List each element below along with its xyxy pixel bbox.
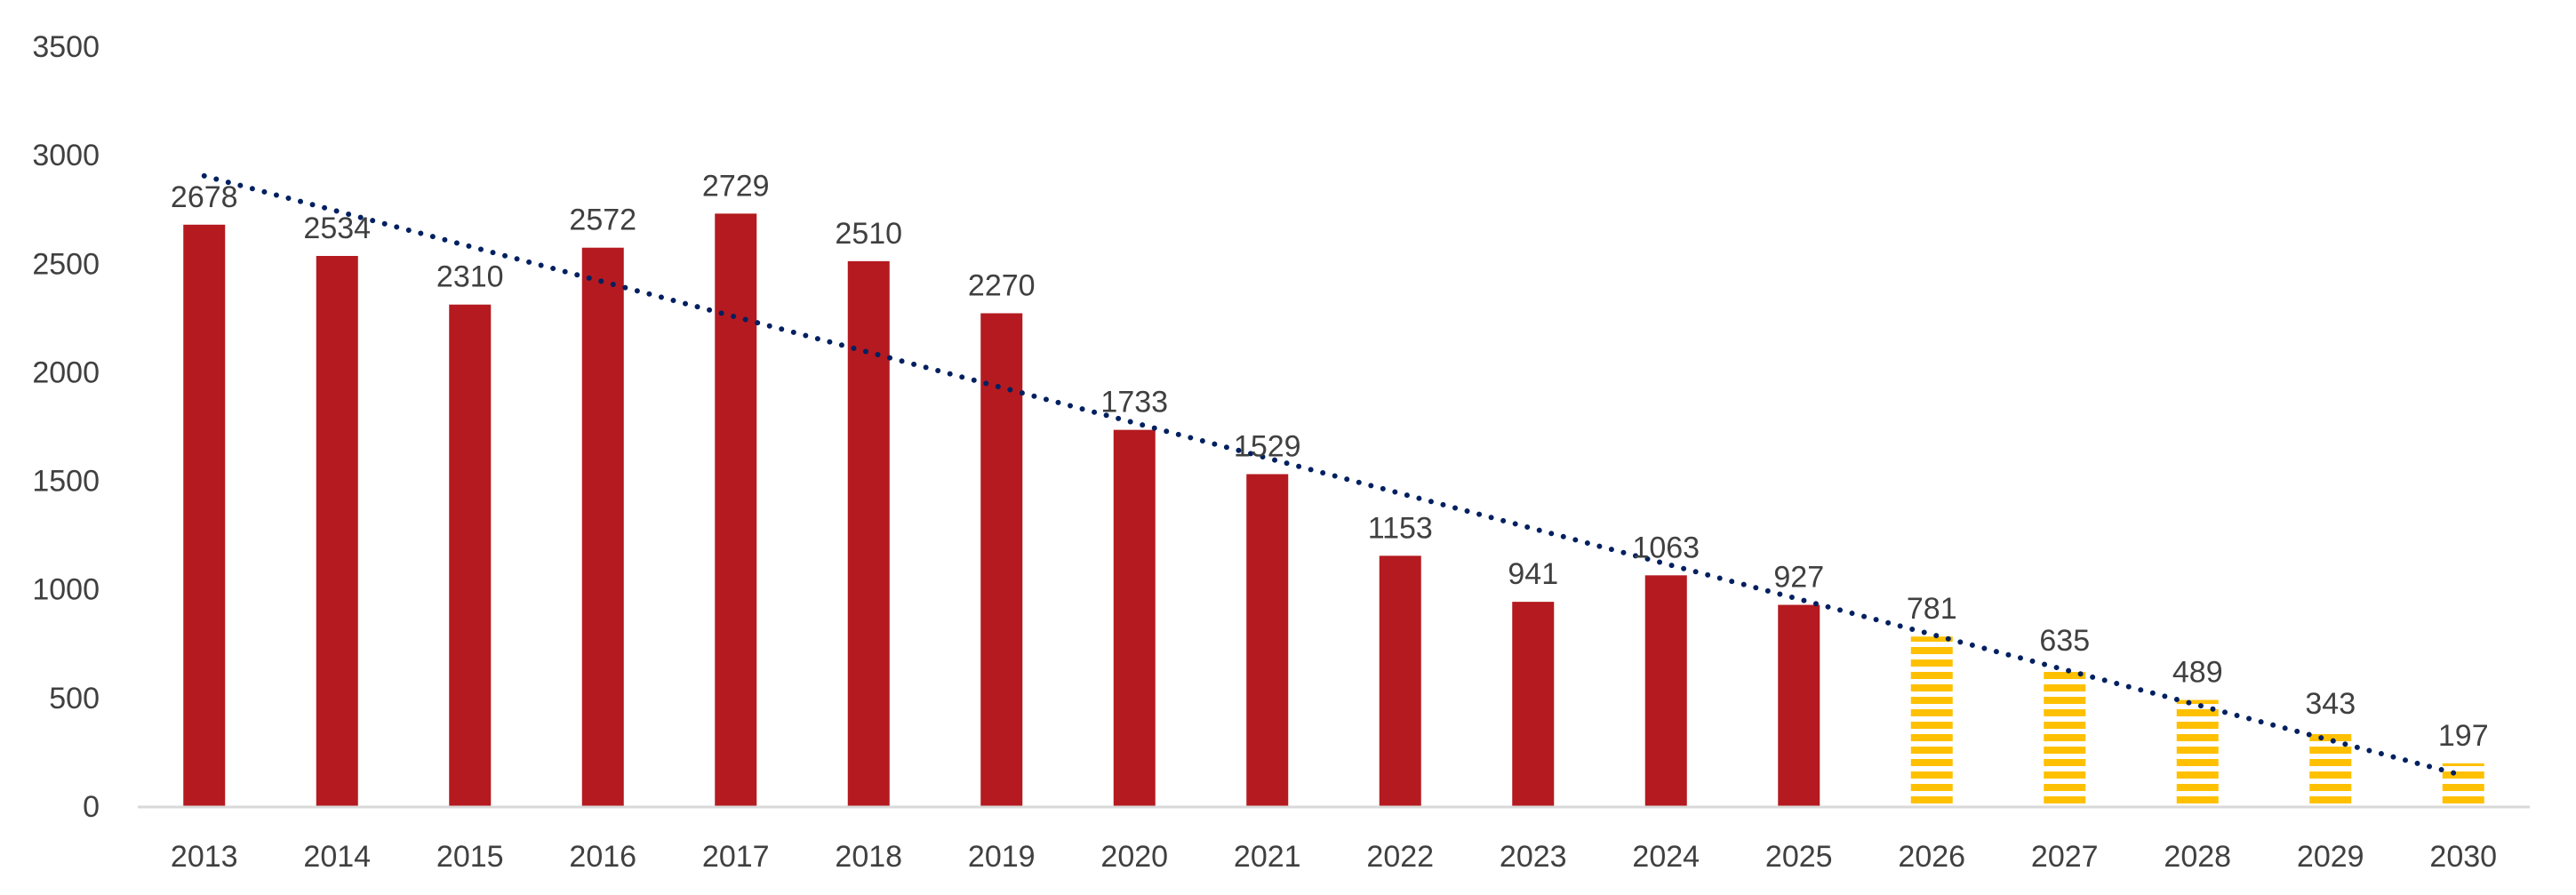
y-tick-label: 500 xyxy=(49,682,100,715)
projected-bar xyxy=(1910,636,1953,806)
bar xyxy=(449,304,492,806)
y-tick-label: 1500 xyxy=(32,465,100,499)
bar xyxy=(715,213,757,806)
data-label: 2678 xyxy=(171,180,238,214)
data-labels: 2678 2534 2310 2572 2729 2510 2270 1733 1529 1153… xyxy=(171,169,2489,753)
x-tick-label: 2017 xyxy=(702,840,770,874)
x-tick-label: 2025 xyxy=(1765,840,1833,874)
x-axis: 2013 2014 2015 2016 2017 2018 2019 2020 2021 2022… xyxy=(171,840,2497,874)
x-tick-label: 2030 xyxy=(2429,840,2497,874)
x-tick-label: 2027 xyxy=(2031,840,2099,874)
x-tick-label: 2022 xyxy=(1366,840,1434,874)
x-tick-label: 2028 xyxy=(2164,840,2231,874)
x-tick-label: 2015 xyxy=(436,840,504,874)
data-label: 1063 xyxy=(1632,531,1700,564)
x-tick-label: 2016 xyxy=(569,840,636,874)
data-label: 2534 xyxy=(303,212,371,245)
data-label: 635 xyxy=(2039,624,2090,658)
data-label: 941 xyxy=(1508,557,1558,591)
y-tick-label: 0 xyxy=(83,790,100,824)
data-label: 2270 xyxy=(968,268,1036,302)
data-label: 2729 xyxy=(702,169,770,203)
bar xyxy=(1246,474,1289,806)
x-tick-label: 2021 xyxy=(1234,840,1301,874)
trendline-path xyxy=(201,172,2467,779)
data-label: 927 xyxy=(1773,561,1824,595)
bar xyxy=(980,313,1023,806)
y-tick-label: 2500 xyxy=(32,247,100,281)
bar xyxy=(1512,602,1555,806)
data-label: 197 xyxy=(2438,719,2489,753)
x-tick-label: 2023 xyxy=(1500,840,1567,874)
projected-bar xyxy=(2176,699,2219,806)
x-tick-label: 2026 xyxy=(1898,840,1965,874)
x-tick-label: 2029 xyxy=(2297,840,2364,874)
bar xyxy=(183,224,226,806)
x-tick-label: 2013 xyxy=(171,840,238,874)
y-tick-label: 3500 xyxy=(32,30,100,64)
y-axis: 0 500 1000 1500 2000 2500 3000 3500 xyxy=(32,30,100,824)
data-label: 1529 xyxy=(1234,429,1301,463)
bar xyxy=(1778,604,1820,806)
y-tick-label: 2000 xyxy=(32,356,100,389)
x-tick-label: 2024 xyxy=(1632,840,1700,874)
bar xyxy=(316,255,358,807)
x-tick-label: 2020 xyxy=(1100,840,1168,874)
data-label: 343 xyxy=(2305,687,2356,721)
bar xyxy=(581,247,624,806)
projected-bar xyxy=(2044,667,2086,806)
data-label: 2310 xyxy=(436,260,504,294)
bar xyxy=(1379,555,1421,806)
bar xyxy=(847,260,890,806)
data-label: 2572 xyxy=(569,204,636,237)
y-tick-label: 1000 xyxy=(32,573,100,607)
data-label: 489 xyxy=(2172,656,2223,690)
data-label: 1733 xyxy=(1100,386,1168,420)
trendline xyxy=(201,172,2467,779)
projected-bar xyxy=(2442,763,2484,806)
data-label: 1153 xyxy=(1368,511,1433,545)
x-tick-label: 2018 xyxy=(835,840,902,874)
data-label: 781 xyxy=(1907,592,1957,626)
bars xyxy=(183,213,2484,807)
data-label: 2510 xyxy=(835,217,902,251)
x-tick-label: 2014 xyxy=(303,840,371,874)
x-tick-label: 2019 xyxy=(968,840,1036,874)
bar xyxy=(1644,575,1687,806)
y-tick-label: 3000 xyxy=(32,139,100,172)
bar xyxy=(1113,429,1156,806)
